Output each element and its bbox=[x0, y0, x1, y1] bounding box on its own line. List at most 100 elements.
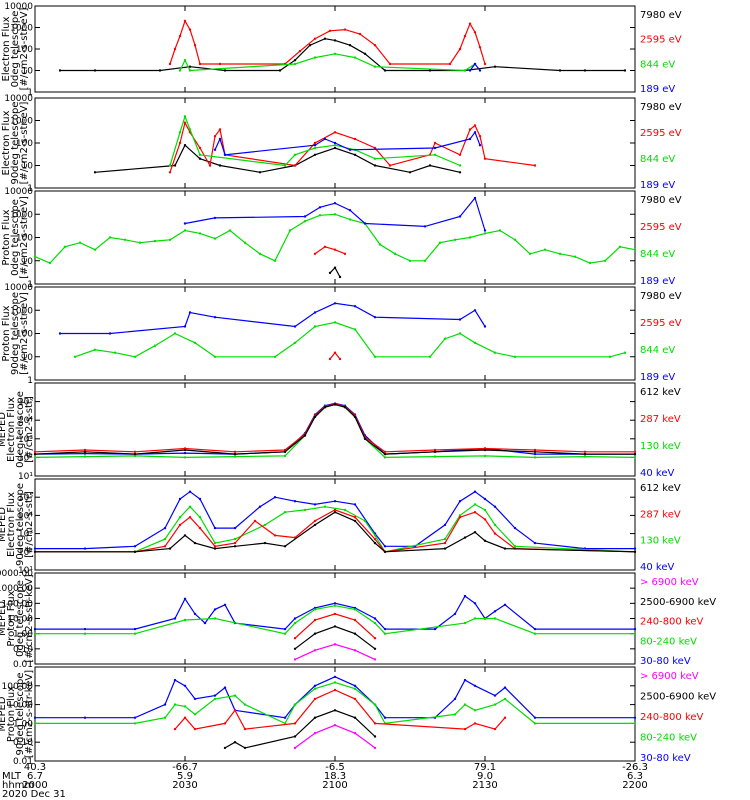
data-point bbox=[214, 135, 216, 137]
data-point bbox=[484, 455, 486, 457]
x-tick-hhmm: 2000 bbox=[22, 780, 47, 791]
data-point bbox=[349, 44, 351, 46]
panel-frame bbox=[34, 666, 636, 762]
data-point bbox=[474, 309, 476, 311]
data-point bbox=[334, 681, 336, 683]
data-point bbox=[334, 709, 336, 711]
data-point bbox=[194, 698, 196, 700]
data-point bbox=[234, 741, 236, 743]
data-point bbox=[384, 545, 386, 547]
series-line-2595-eV bbox=[315, 247, 345, 254]
data-point bbox=[214, 237, 216, 239]
series-group bbox=[34, 402, 636, 458]
data-point bbox=[504, 604, 506, 606]
data-point bbox=[84, 455, 86, 457]
data-point bbox=[514, 527, 516, 529]
data-point bbox=[374, 356, 376, 358]
series-line-30-80-keV bbox=[35, 596, 635, 629]
y-axis-label: 90deg telescope bbox=[15, 672, 26, 755]
data-point bbox=[464, 536, 466, 538]
data-point bbox=[324, 506, 326, 508]
data-point bbox=[474, 503, 476, 505]
data-point bbox=[484, 325, 486, 327]
data-point bbox=[444, 338, 446, 340]
data-point bbox=[294, 325, 296, 327]
data-point bbox=[349, 149, 351, 151]
x-tick-mlt: 18.3 bbox=[324, 771, 346, 782]
data-point bbox=[164, 703, 166, 705]
data-point bbox=[234, 527, 236, 529]
data-point bbox=[304, 215, 306, 217]
data-point bbox=[544, 249, 546, 251]
data-point bbox=[534, 633, 536, 635]
data-point bbox=[134, 455, 136, 457]
data-point bbox=[634, 456, 636, 458]
x-tick-hhmm: 2030 bbox=[172, 780, 197, 791]
data-point bbox=[464, 595, 466, 597]
y-tick-label: 0.10 bbox=[13, 738, 33, 748]
data-point bbox=[34, 453, 36, 455]
data-point bbox=[304, 434, 306, 436]
data-point bbox=[634, 633, 636, 635]
data-point bbox=[174, 703, 176, 705]
data-point bbox=[199, 158, 201, 160]
legend-entry: 2595 eV bbox=[640, 318, 682, 329]
data-point bbox=[84, 628, 86, 630]
series-group bbox=[34, 197, 636, 278]
data-point bbox=[474, 197, 476, 199]
data-point bbox=[174, 164, 176, 166]
legend-entry: > 6900 keV bbox=[640, 671, 699, 682]
series-line-2595-eV bbox=[170, 21, 485, 64]
panel-frame bbox=[34, 478, 636, 571]
data-point bbox=[214, 694, 216, 696]
data-point bbox=[314, 732, 316, 734]
data-point bbox=[214, 356, 216, 358]
data-point bbox=[214, 547, 216, 549]
data-point bbox=[474, 491, 476, 493]
data-point bbox=[384, 717, 386, 719]
legend-entry: 844 eV bbox=[640, 59, 675, 70]
data-point bbox=[214, 617, 216, 619]
data-point bbox=[324, 38, 326, 40]
data-point bbox=[374, 534, 376, 536]
series-line-130-keV bbox=[35, 405, 635, 458]
data-point bbox=[384, 551, 386, 553]
data-point bbox=[294, 500, 296, 502]
x-tick-lat: -66.7 bbox=[172, 762, 198, 773]
data-point bbox=[429, 69, 431, 71]
data-point bbox=[284, 717, 286, 719]
data-point bbox=[194, 44, 196, 46]
data-point bbox=[374, 538, 376, 540]
data-point bbox=[84, 451, 86, 453]
data-point bbox=[334, 509, 336, 511]
data-point bbox=[454, 713, 456, 715]
data-point bbox=[179, 131, 181, 133]
data-point bbox=[309, 44, 311, 46]
data-point bbox=[364, 520, 366, 522]
y-tick-label: 1 bbox=[27, 280, 33, 290]
data-point bbox=[184, 598, 186, 600]
data-point bbox=[219, 164, 221, 166]
data-point bbox=[434, 628, 436, 630]
y-tick-label: 100 bbox=[16, 45, 33, 55]
y-tick-label: 10 bbox=[22, 353, 34, 363]
y-tick-label: 1000 bbox=[10, 306, 33, 316]
data-point bbox=[634, 628, 636, 630]
data-point bbox=[484, 229, 486, 231]
data-point bbox=[354, 503, 356, 505]
data-point bbox=[314, 144, 316, 146]
data-point bbox=[234, 542, 236, 544]
data-point bbox=[339, 276, 341, 278]
data-point bbox=[184, 325, 186, 327]
data-point bbox=[234, 709, 236, 711]
y-tick-label: 100 bbox=[16, 234, 33, 244]
y-axis-label: Electron Flux bbox=[6, 492, 17, 557]
x-row-label: MLT bbox=[2, 771, 22, 782]
y-tick-label: 1 bbox=[27, 184, 33, 194]
data-point bbox=[474, 685, 476, 687]
x-tick-lat: 79.1 bbox=[474, 762, 496, 773]
data-point bbox=[194, 613, 196, 615]
data-point bbox=[354, 305, 356, 307]
data-point bbox=[294, 735, 296, 737]
data-point bbox=[184, 452, 186, 454]
